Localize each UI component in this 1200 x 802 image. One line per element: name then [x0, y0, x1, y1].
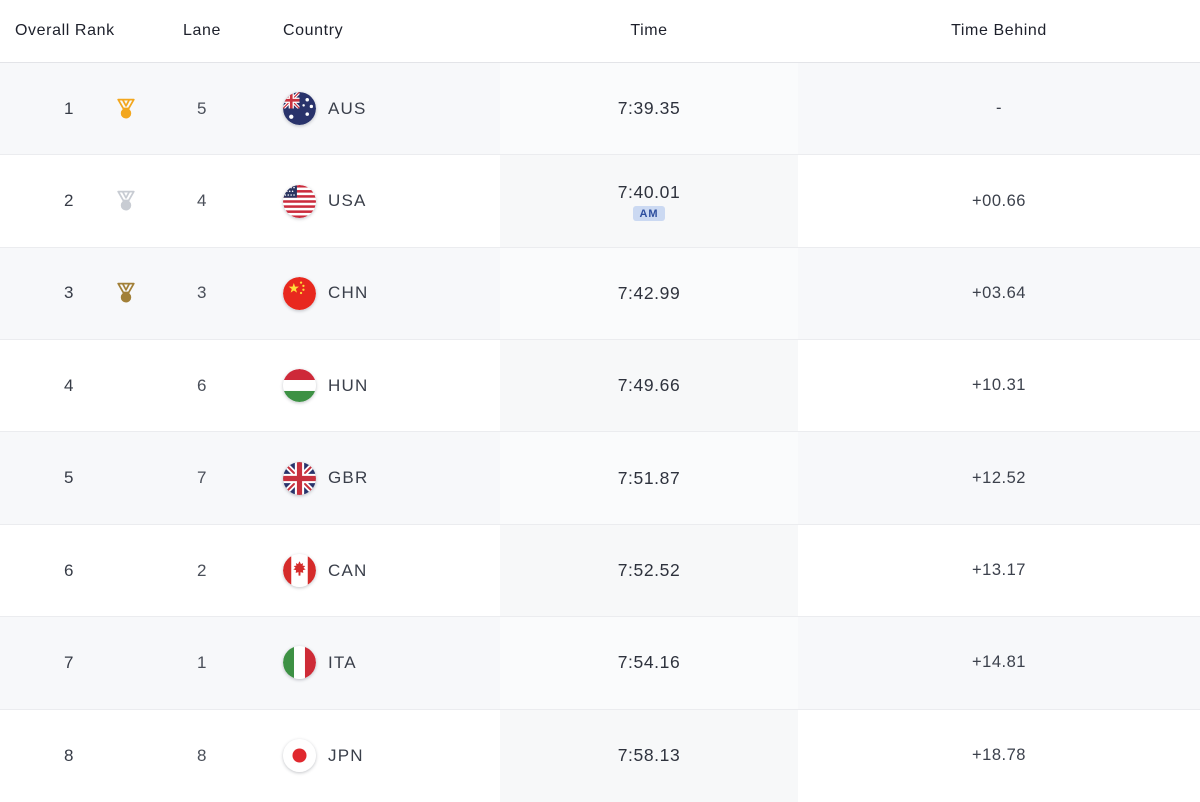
time-value: 7:58.13 — [617, 745, 681, 766]
country-cell: CHN — [244, 248, 500, 339]
country-code: ITA — [328, 652, 357, 672]
great-britain-flag-icon — [283, 461, 316, 495]
country-cell: GBR — [244, 432, 500, 523]
rank-cell: 1 — [0, 63, 160, 154]
time-cell: 7:49.66 — [500, 340, 798, 432]
lane-value: 8 — [197, 745, 207, 765]
table-header-row: Overall Rank Lane Country Time Time Behi… — [0, 0, 1200, 63]
table-row: 3 3 — [0, 247, 1200, 341]
country-code: CHN — [328, 283, 369, 303]
lane-value: 2 — [197, 560, 207, 580]
time-cell: 7:39.35 — [500, 62, 798, 155]
usa-flag-icon — [283, 184, 316, 218]
rank-cell: 3 — [0, 248, 160, 339]
country-code: HUN — [328, 375, 369, 395]
bronze-medal-icon — [110, 280, 142, 306]
table-row: 5 7 GBR 7:51.87 +1 — [0, 432, 1200, 525]
rank-value: 6 — [64, 560, 74, 580]
country-cell: AUS — [244, 63, 500, 154]
time-value: 7:42.99 — [617, 282, 681, 303]
country-cell: HUN — [244, 340, 500, 431]
rank-cell: 7 — [0, 617, 160, 708]
rank-value: 5 — [64, 468, 74, 488]
time-behind-value: +12.52 — [972, 468, 1026, 487]
country-code: JPN — [328, 745, 364, 765]
header-overall-rank: Overall Rank — [15, 21, 115, 39]
rank-value: 8 — [64, 745, 74, 765]
time-behind-value: +10.31 — [972, 376, 1026, 395]
gold-medal-icon — [110, 96, 142, 122]
header-time-behind: Time Behind — [951, 21, 1047, 39]
table-row: 6 2 CAN 7:52.52 +13.17 — [0, 524, 1200, 618]
country-code: GBR — [328, 468, 369, 488]
rank-cell: 4 — [0, 340, 160, 431]
time-value: 7:54.16 — [617, 652, 681, 673]
time-behind-value: +13.17 — [972, 561, 1026, 580]
time-behind-value: +14.81 — [972, 653, 1026, 672]
country-cell: CAN — [244, 525, 500, 616]
country-cell: USA — [244, 155, 500, 246]
table-row: 8 8 JPN 7:58.13 +18.78 — [0, 709, 1200, 802]
canada-flag-icon — [283, 554, 316, 588]
time-cell: 7:54.16 — [500, 617, 798, 709]
lane-value: 5 — [197, 98, 207, 118]
time-behind-value: +18.78 — [972, 746, 1026, 765]
rank-cell: 5 — [0, 432, 160, 523]
country-code: CAN — [328, 560, 368, 580]
table-row: 7 1 ITA 7:54.16 +14.81 — [0, 617, 1200, 710]
country-cell: ITA — [244, 617, 500, 708]
time-value: 7:52.52 — [617, 560, 681, 581]
japan-flag-icon — [283, 739, 316, 773]
time-behind-value: - — [996, 99, 1002, 118]
lane-value: 3 — [197, 283, 207, 303]
country-cell: JPN — [244, 710, 500, 802]
lane-value: 4 — [197, 191, 207, 211]
time-value: 7:49.66 — [617, 375, 681, 396]
time-value: 7:51.87 — [617, 467, 681, 488]
time-cell: 7:51.87 — [500, 432, 798, 524]
silver-medal-icon — [110, 188, 142, 214]
header-lane: Lane — [183, 21, 221, 39]
rank-value: 7 — [64, 652, 74, 672]
table-row: 2 4 — [0, 155, 1200, 248]
time-behind-value: +00.66 — [972, 191, 1026, 210]
time-behind-value: +03.64 — [972, 283, 1026, 302]
rank-value: 3 — [64, 283, 74, 303]
table-row: 1 5 — [0, 62, 1200, 156]
rank-cell: 2 — [0, 155, 160, 246]
rank-value: 4 — [64, 375, 74, 395]
country-code: AUS — [328, 98, 367, 118]
hungary-flag-icon — [283, 369, 316, 403]
lane-value: 7 — [197, 468, 207, 488]
lane-value: 1 — [197, 652, 207, 672]
record-badge: AM — [633, 205, 665, 221]
table-row: 4 6 HUN 7:49.66 +10.31 — [0, 340, 1200, 433]
time-value: 7:39.35 — [617, 98, 681, 119]
time-cell: 7:40.01 AM — [500, 155, 798, 247]
china-flag-icon — [283, 276, 316, 310]
time-cell: 7:58.13 — [500, 709, 798, 802]
rank-value: 2 — [64, 191, 74, 211]
lane-value: 6 — [197, 375, 207, 395]
header-time: Time — [630, 21, 668, 39]
country-code: USA — [328, 191, 367, 211]
italy-flag-icon — [283, 646, 316, 680]
time-cell: 7:52.52 — [500, 524, 798, 617]
time-cell: 7:42.99 — [500, 247, 798, 340]
header-country: Country — [283, 21, 344, 39]
rank-cell: 8 — [0, 710, 160, 802]
time-value: 7:40.01 — [617, 181, 681, 202]
rank-value: 1 — [64, 98, 74, 118]
australia-flag-icon — [283, 92, 316, 126]
rank-cell: 6 — [0, 525, 160, 616]
